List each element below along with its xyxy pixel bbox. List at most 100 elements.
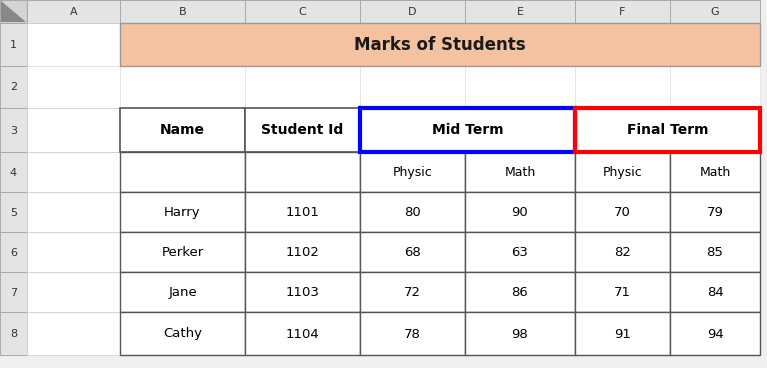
Bar [670, 232, 760, 272]
Bar [575, 66, 670, 108]
Text: 91: 91 [614, 328, 631, 340]
Bar [465, 66, 575, 108]
Bar [27, 232, 120, 272]
Text: 1101: 1101 [285, 206, 319, 219]
Bar [245, 66, 360, 108]
Text: 2: 2 [10, 82, 17, 92]
Text: Name: Name [160, 124, 205, 138]
Text: B: B [179, 7, 186, 17]
Bar [575, 152, 670, 192]
Bar [120, 0, 245, 23]
Bar [360, 0, 465, 23]
Bar [245, 0, 360, 23]
Text: Cathy: Cathy [163, 328, 202, 340]
Bar [245, 152, 360, 192]
Bar [360, 192, 465, 232]
Bar [670, 0, 760, 23]
Bar [27, 66, 120, 108]
Bar [27, 0, 120, 23]
Bar [575, 0, 670, 23]
Bar [465, 192, 575, 232]
Text: 1: 1 [10, 40, 17, 50]
Bar [465, 232, 575, 272]
Bar [245, 312, 360, 355]
Text: Jane: Jane [168, 286, 197, 299]
Text: Physic: Physic [393, 166, 433, 179]
Bar [575, 192, 670, 232]
Text: 6: 6 [10, 248, 17, 258]
Bar [360, 66, 465, 108]
Bar [120, 66, 245, 108]
Text: 84: 84 [706, 286, 723, 299]
Bar [120, 108, 245, 152]
Text: 71: 71 [614, 286, 631, 299]
Text: Student Id: Student Id [262, 124, 344, 138]
Text: 98: 98 [512, 328, 528, 340]
Bar [465, 272, 575, 312]
Bar [465, 0, 575, 23]
Bar [0, 312, 27, 355]
Bar [27, 152, 120, 192]
Text: 3: 3 [10, 125, 17, 135]
Text: Mid Term: Mid Term [432, 124, 503, 138]
Text: Harry: Harry [164, 206, 201, 219]
Bar [120, 312, 245, 355]
Text: 1103: 1103 [285, 286, 319, 299]
Text: C: C [298, 7, 306, 17]
Bar [465, 312, 575, 355]
Text: Perker: Perker [161, 246, 203, 259]
Text: 1104: 1104 [285, 328, 319, 340]
Bar [0, 66, 27, 108]
Bar [360, 232, 465, 272]
Text: 68: 68 [404, 246, 421, 259]
Text: 4: 4 [10, 167, 17, 177]
Bar [575, 108, 760, 152]
Bar [670, 272, 760, 312]
Bar [0, 108, 27, 152]
Bar [245, 272, 360, 312]
Bar [360, 108, 575, 152]
Text: 63: 63 [512, 246, 528, 259]
Text: 8: 8 [10, 329, 17, 339]
Text: Physic: Physic [603, 166, 643, 179]
Bar [27, 192, 120, 232]
Bar [465, 152, 575, 192]
Text: Final Term: Final Term [627, 124, 708, 138]
Text: F: F [619, 7, 626, 17]
Bar [360, 272, 465, 312]
Bar [120, 152, 245, 192]
Text: 5: 5 [10, 208, 17, 217]
Text: 1102: 1102 [285, 246, 319, 259]
Bar [27, 108, 120, 152]
Bar [670, 312, 760, 355]
Bar [0, 23, 27, 66]
Bar [0, 0, 27, 23]
Bar [245, 108, 360, 152]
Text: D: D [408, 7, 416, 17]
Text: 78: 78 [404, 328, 421, 340]
Bar [575, 312, 670, 355]
Text: G: G [711, 7, 719, 17]
Text: Math: Math [505, 166, 535, 179]
Bar [360, 152, 465, 192]
Text: 79: 79 [706, 206, 723, 219]
Text: 86: 86 [512, 286, 528, 299]
Text: 94: 94 [706, 328, 723, 340]
Bar [575, 108, 760, 152]
Bar [670, 152, 760, 192]
Text: 80: 80 [404, 206, 421, 219]
Bar [670, 66, 760, 108]
Bar [360, 312, 465, 355]
Bar [245, 192, 360, 232]
Text: 82: 82 [614, 246, 631, 259]
Text: Math: Math [700, 166, 731, 179]
Text: 90: 90 [512, 206, 528, 219]
Bar [27, 312, 120, 355]
Bar [120, 23, 760, 66]
Bar [0, 192, 27, 232]
Text: E: E [516, 7, 524, 17]
Bar [120, 232, 245, 272]
Text: A: A [70, 7, 77, 17]
Bar [27, 272, 120, 312]
Bar [0, 272, 27, 312]
